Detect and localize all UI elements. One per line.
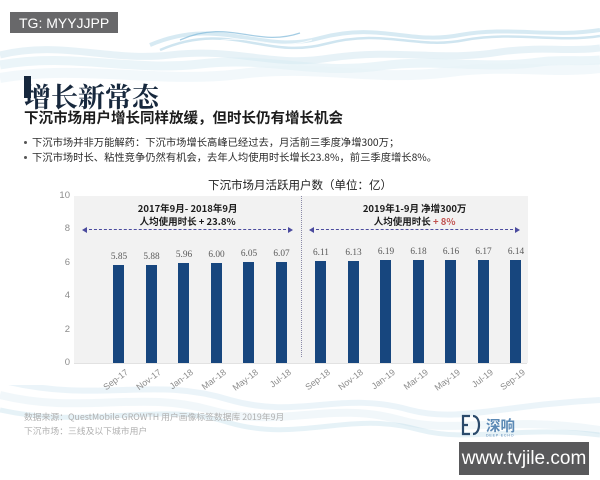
svg-text:DEEP ECHO: DEEP ECHO [486, 434, 514, 438]
